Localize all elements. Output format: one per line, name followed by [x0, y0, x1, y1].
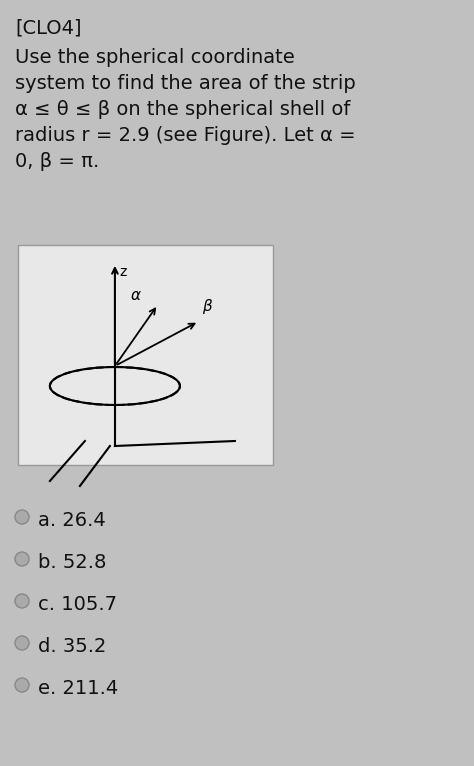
Circle shape [15, 678, 29, 692]
Circle shape [15, 510, 29, 524]
Text: z: z [119, 265, 126, 279]
Bar [18, 245, 273, 465]
Text: radius r = 2.9 (see Figure). Let α =: radius r = 2.9 (see Figure). Let α = [15, 126, 356, 145]
Text: a. 26.4: a. 26.4 [38, 511, 106, 530]
Text: [CLO4]: [CLO4] [15, 18, 82, 37]
Text: system to find the area of the strip: system to find the area of the strip [15, 74, 356, 93]
Text: 0, β = π.: 0, β = π. [15, 152, 99, 171]
Text: $\beta$: $\beta$ [202, 297, 213, 316]
Circle shape [15, 636, 29, 650]
Text: Use the spherical coordinate: Use the spherical coordinate [15, 48, 295, 67]
Circle shape [15, 594, 29, 608]
Text: c. 105.7: c. 105.7 [38, 595, 117, 614]
Text: b. 52.8: b. 52.8 [38, 553, 106, 572]
Circle shape [15, 552, 29, 566]
Text: d. 35.2: d. 35.2 [38, 637, 106, 656]
Text: e. 211.4: e. 211.4 [38, 679, 118, 698]
Text: $\alpha$: $\alpha$ [130, 287, 142, 303]
Text: α ≤ θ ≤ β on the spherical shell of: α ≤ θ ≤ β on the spherical shell of [15, 100, 350, 119]
